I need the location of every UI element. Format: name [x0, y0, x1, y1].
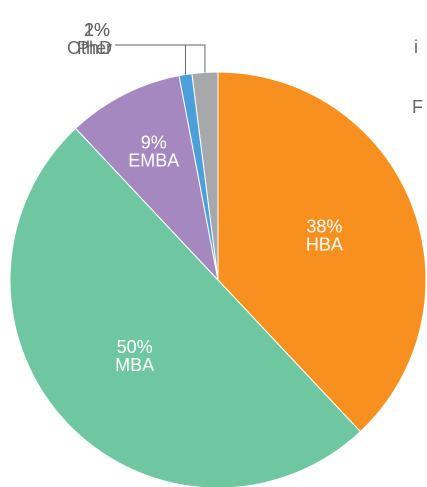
category-label: PhD: [77, 38, 112, 58]
value-label: 2%: [84, 20, 110, 40]
leader-line: [115, 44, 186, 75]
category-label: MBA: [115, 355, 154, 375]
pie-slice: [74, 75, 219, 282]
category-label: Other: [67, 38, 112, 58]
value-label: 9%: [141, 133, 167, 153]
value-label: 1%: [84, 20, 110, 40]
pie-slice: [9, 127, 362, 487]
leader-line: [115, 44, 206, 73]
category-label: HBA: [306, 235, 343, 255]
pie-slice: [217, 71, 427, 433]
cropped-text: F: [412, 97, 423, 117]
value-label: 50%: [117, 337, 153, 357]
category-label: EMBA: [128, 151, 179, 171]
value-label: 38%: [306, 217, 342, 237]
cropped-text: i: [414, 37, 418, 57]
